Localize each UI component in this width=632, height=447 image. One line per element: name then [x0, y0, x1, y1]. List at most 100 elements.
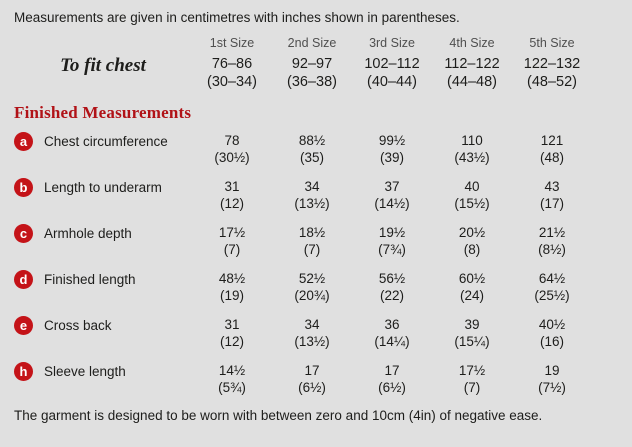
measurement-label-cell: e Cross back — [14, 316, 192, 335]
inch-value: (12) — [219, 196, 244, 211]
inch-value: (8½) — [538, 242, 566, 257]
inch-value: (7) — [303, 242, 321, 257]
measurement-label-cell: h Sleeve length — [14, 362, 192, 381]
inch-value: (35) — [299, 150, 324, 165]
footer-note: The garment is designed to be worn with … — [14, 408, 543, 423]
to-fit-in: (44–48) — [447, 74, 497, 90]
cm-value: 36 — [384, 317, 400, 332]
measurement-value: 34 (13½) — [272, 316, 352, 350]
inch-value: (15¼) — [454, 334, 490, 349]
cm-value: 48½ — [218, 271, 246, 286]
intro-text: Measurements are given in centimetres wi… — [14, 10, 460, 25]
cm-value: 21½ — [538, 225, 566, 240]
inch-value: (48) — [539, 150, 564, 165]
inch-value: (6½) — [378, 380, 406, 395]
cm-value: 34 — [304, 179, 320, 194]
measurement-value: 31 (12) — [192, 178, 272, 212]
cm-value: 14½ — [218, 363, 246, 378]
inch-value: (8) — [463, 242, 481, 257]
cm-value: 43 — [544, 179, 560, 194]
inch-value: (14¼) — [374, 334, 410, 349]
cm-value: 17 — [304, 363, 320, 378]
measurement-value: 110 (43½) — [432, 132, 512, 166]
measurement-value: 40½ (16) — [512, 316, 592, 350]
size-header-1: 1st Size — [209, 36, 255, 50]
inch-value: (30½) — [214, 150, 250, 165]
cm-value: 56½ — [378, 271, 406, 286]
inch-value: (22) — [379, 288, 404, 303]
measurement-label-cell: b Length to underarm — [14, 178, 192, 197]
to-fit-value: 76–86 (30–34) — [192, 55, 272, 91]
to-fit-cm: 102–112 — [364, 56, 420, 72]
measurement-value: 52½ (20¾) — [272, 270, 352, 304]
measurement-value: 20½ (8) — [432, 224, 512, 258]
to-fit-cm: 122–132 — [523, 56, 581, 72]
inch-value: (7) — [463, 380, 481, 395]
measurement-label-cell: d Finished length — [14, 270, 192, 289]
cm-value: 121 — [540, 133, 564, 148]
measurement-value: 17½ (7) — [192, 224, 272, 258]
measurement-label-cell: c Armhole depth — [14, 224, 192, 243]
letter-badge: c — [14, 224, 33, 243]
to-fit-chest-label: To fit chest — [60, 55, 146, 76]
letter-badge: b — [14, 178, 33, 197]
measurement-row: c Armhole depth 17½ (7) 18½ (7) 19½ (7¾)… — [14, 224, 618, 258]
measurement-value: 36 (14¼) — [352, 316, 432, 350]
measurement-value: 31 (12) — [192, 316, 272, 350]
cm-value: 39 — [464, 317, 480, 332]
measurement-value: 43 (17) — [512, 178, 592, 212]
letter-badge: a — [14, 132, 33, 151]
cm-value: 110 — [461, 133, 483, 148]
inch-value: (16) — [539, 334, 564, 349]
measurement-value: 18½ (7) — [272, 224, 352, 258]
to-fit-in: (40–44) — [367, 74, 417, 90]
inch-value: (19) — [219, 288, 244, 303]
to-fit-value: 102–112 (40–44) — [352, 55, 432, 91]
inch-value: (13½) — [294, 334, 330, 349]
measurement-value: 34 (13½) — [272, 178, 352, 212]
measurement-value: 17½ (7) — [432, 362, 512, 396]
measurement-value: 64½ (25½) — [512, 270, 592, 304]
measurement-row: a Chest circumference 78 (30½) 88½ (35) … — [14, 132, 618, 166]
cm-value: 52½ — [298, 271, 326, 286]
inch-value: (7½) — [538, 380, 566, 395]
cm-value: 17 — [384, 363, 400, 378]
measurement-label-cell: a Chest circumference — [14, 132, 192, 151]
size-header-4: 4th Size — [449, 36, 495, 50]
cm-value: 18½ — [298, 225, 326, 240]
to-fit-cm: 92–97 — [291, 56, 333, 72]
inch-value: (13½) — [294, 196, 330, 211]
inch-value: (7) — [223, 242, 241, 257]
inch-value: (39) — [379, 150, 404, 165]
inch-value: (43½) — [454, 150, 490, 165]
measurement-value: 99½ (39) — [352, 132, 432, 166]
measurement-label: Cross back — [44, 318, 112, 333]
cm-value: 31 — [224, 317, 240, 332]
cm-value: 19½ — [378, 225, 406, 240]
size-header-2: 2nd Size — [287, 36, 337, 50]
measurement-label: Armhole depth — [44, 226, 132, 241]
measurement-value: 48½ (19) — [192, 270, 272, 304]
measurement-value: 19 (7½) — [512, 362, 592, 396]
inch-value: (6½) — [298, 380, 326, 395]
measurement-row: e Cross back 31 (12) 34 (13½) 36 (14¼) 3… — [14, 316, 618, 350]
measurement-value: 60½ (24) — [432, 270, 512, 304]
cm-value: 60½ — [458, 271, 486, 286]
cm-value: 31 — [224, 179, 240, 194]
inch-value: (12) — [219, 334, 244, 349]
cm-value: 40 — [464, 179, 480, 194]
cm-value: 78 — [224, 133, 240, 148]
cm-value: 34 — [304, 317, 320, 332]
inch-value: (15½) — [454, 196, 490, 211]
to-fit-value: 122–132 (48–52) — [512, 55, 592, 91]
measurement-value: 40 (15½) — [432, 178, 512, 212]
cm-value: 19 — [544, 363, 560, 378]
measurement-rows: a Chest circumference 78 (30½) 88½ (35) … — [14, 132, 618, 396]
section-heading: Finished Measurements — [14, 103, 192, 122]
measurement-value: 21½ (8½) — [512, 224, 592, 258]
cm-value: 40½ — [538, 317, 566, 332]
cm-value: 17½ — [458, 363, 486, 378]
cm-value: 37 — [384, 179, 400, 194]
measurement-value: 39 (15¼) — [432, 316, 512, 350]
size-header-5: 5th Size — [529, 36, 575, 50]
